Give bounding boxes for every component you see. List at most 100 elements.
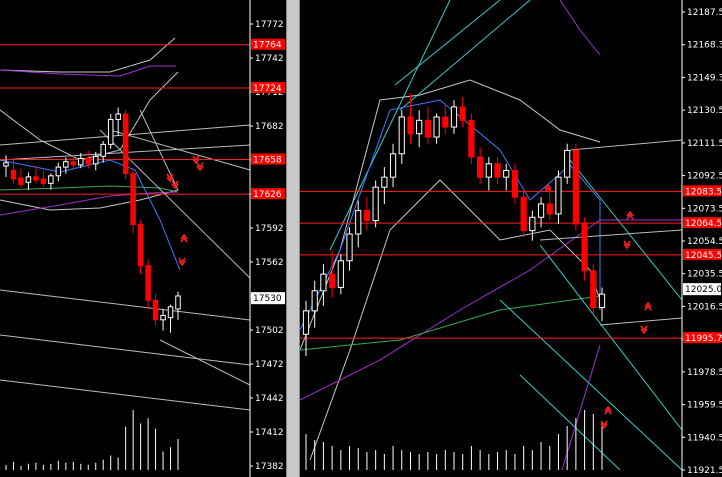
arrow-down-icon (640, 325, 648, 335)
current-price-box (683, 283, 721, 296)
level-price-box (251, 153, 285, 165)
y-tick-label: 12149.3 (687, 73, 722, 83)
trend-line-3 (109, 129, 251, 171)
candle-body (346, 233, 353, 262)
y-tick-label: 12168.3 (687, 41, 722, 51)
y-tick-label: 12187.5 (687, 8, 722, 18)
candle-body (152, 299, 159, 321)
arrow-up-icon (544, 183, 552, 193)
candle-body (18, 177, 24, 185)
trend-line-gray-1 (539, 229, 683, 241)
candle-body (546, 203, 553, 215)
y-tick-label: 12092.5 (687, 172, 722, 182)
candle-body (407, 116, 414, 135)
level-price-label: 17764 (253, 41, 282, 51)
arrow-up-icon (604, 405, 612, 415)
y-tick-label: 17412 (255, 428, 284, 438)
y-tick-label: 17562 (255, 258, 284, 268)
level-price-label: 17626 (253, 190, 282, 200)
level-price-label: 12064.5 (685, 219, 722, 229)
y-tick-label: 17592 (255, 224, 284, 234)
candle-body (363, 210, 371, 222)
y-tick-label: 12016.5 (687, 302, 722, 312)
level-price-label: 17724 (253, 84, 282, 94)
arrow-up-icon (626, 210, 634, 220)
y-tick-label: 17442 (255, 394, 284, 404)
candle-body (372, 186, 379, 222)
candle-body (389, 153, 397, 178)
y-tick-label: 11921.5 (687, 466, 722, 476)
y-tick-label: 12035.5 (687, 270, 722, 280)
candle-body (381, 176, 388, 188)
arrow-up-icon (644, 301, 652, 311)
candle-body (48, 175, 54, 184)
candle-body (337, 260, 344, 288)
y-tick-label: 17772 (255, 20, 284, 30)
channel-lower-1 (569, 159, 683, 301)
candle-body (145, 265, 151, 301)
candle-body (355, 210, 362, 235)
y-tick-label: 11959.5 (687, 401, 722, 411)
y-tick-label: 12073.5 (687, 204, 722, 214)
bollinger-lower (0, 189, 179, 211)
y-tick-label: 17502 (255, 326, 284, 336)
bollinger-upper (300, 79, 601, 351)
ma-green-line (0, 185, 179, 193)
candle-body (450, 106, 458, 128)
ma-purple-tail (561, 344, 601, 471)
trend-line-6 (0, 334, 251, 366)
y-tick-label: 17472 (255, 360, 284, 370)
channel-lower-2 (499, 299, 683, 471)
right-chart-panel: 12187.5 12168.3 12149.3 12130.5 12111.5 12092… (300, 0, 722, 477)
arrow-down-icon (166, 173, 174, 183)
candle-body (494, 163, 501, 178)
ma-blue-line (0, 159, 181, 271)
candle-body (3, 162, 9, 167)
candle-body (442, 116, 449, 128)
panel-divider[interactable] (286, 0, 300, 477)
level-price-box (251, 188, 285, 200)
candle-body (433, 116, 440, 138)
candle-body (329, 273, 336, 288)
candle-body (55, 166, 62, 177)
candle-body (25, 176, 32, 183)
candle-body (424, 119, 431, 138)
candle-body (40, 178, 47, 184)
candle-body (78, 157, 84, 166)
left-chart-panel: 1777217742177121768217652176221759217562… (0, 0, 285, 477)
level-price-label: 12083.5 (685, 187, 722, 197)
candle-body (520, 196, 527, 232)
ma-purple-top (559, 0, 601, 56)
candle-body (33, 176, 39, 181)
y-tick-label: 17742 (255, 54, 284, 64)
candle-body (416, 119, 423, 135)
trend-line-5 (0, 289, 251, 321)
trend-line-8 (159, 339, 251, 386)
candle-body (137, 224, 144, 267)
ma-purple-low (0, 191, 179, 216)
level-price-label: 12045.5 (685, 251, 722, 261)
candle-body (167, 306, 174, 319)
candle-body (122, 113, 129, 175)
candle-body (537, 203, 545, 218)
candle-body (503, 169, 510, 178)
bollinger-upper (0, 37, 176, 73)
arrow-down-icon (178, 257, 186, 267)
arrow-up-icon (180, 233, 188, 243)
channel-upper-2 (399, 0, 531, 111)
arrow-down-icon (196, 162, 204, 172)
ma-blue-line (300, 99, 601, 331)
candle-body (63, 161, 69, 168)
ma-purple-line (0, 65, 176, 77)
level-price-box (251, 82, 285, 94)
bollinger-middle (0, 71, 179, 161)
level-price-label: 17658 (253, 156, 282, 166)
trend-line-gray-3 (599, 317, 683, 326)
candle-body (477, 156, 484, 178)
candle-body (130, 173, 136, 226)
candle-body (311, 290, 318, 312)
candle-body (175, 295, 181, 310)
level-price-box (683, 185, 721, 197)
candle-body (85, 157, 92, 165)
